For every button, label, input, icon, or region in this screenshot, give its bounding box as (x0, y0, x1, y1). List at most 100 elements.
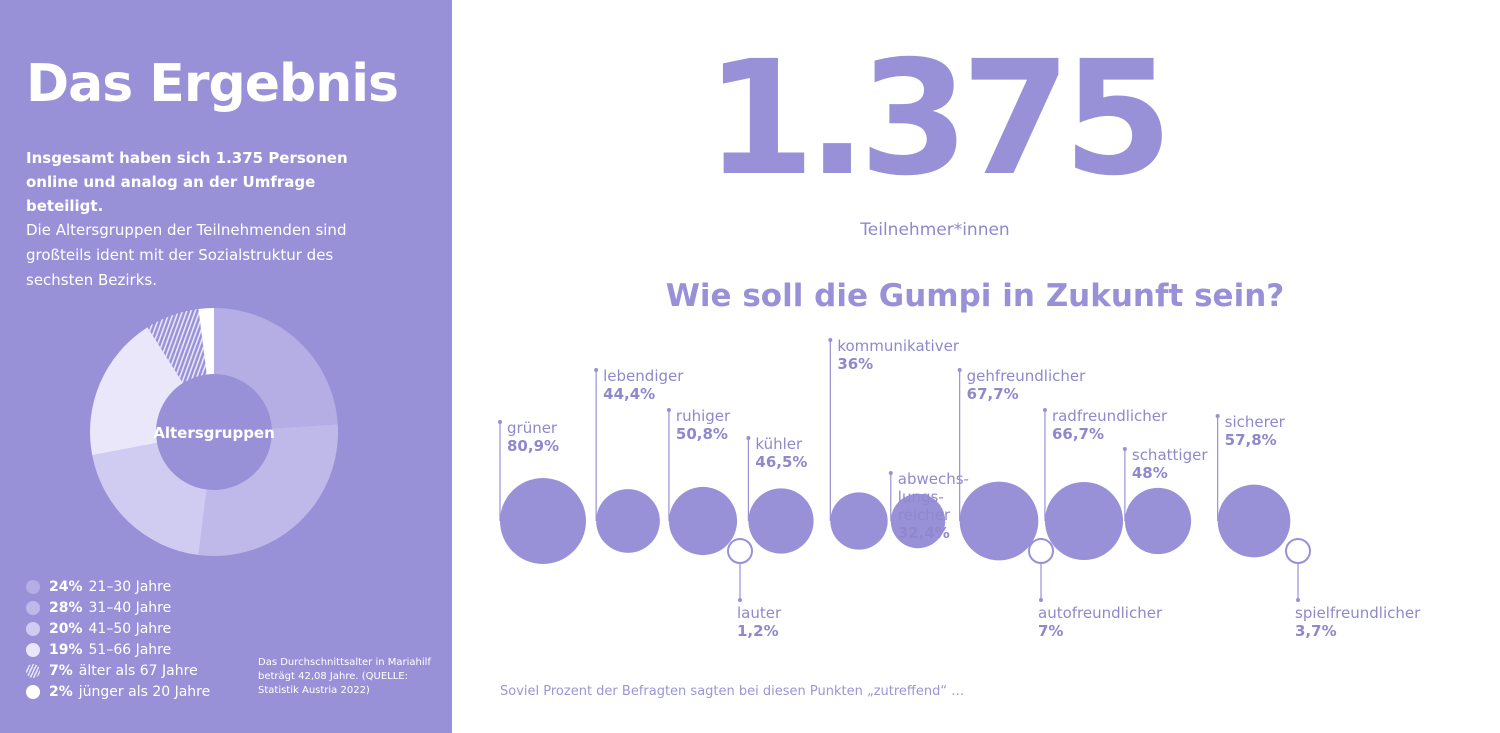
bubble-label: radfreundlicher (1052, 407, 1168, 425)
bubble-value: 67,7% (967, 385, 1019, 403)
bubble-value: 57,8% (1225, 431, 1277, 449)
bubble-label: grüner (507, 419, 558, 437)
bubble-value: 48% (1132, 464, 1168, 482)
participant-count-label: Teilnehmer*innen (860, 220, 1010, 240)
bubble-label: autofreundlicher (1038, 604, 1163, 622)
bubble (748, 488, 814, 554)
bubble-value: 50,8% (676, 425, 728, 443)
stem-dot (1122, 447, 1127, 451)
donut-slice (198, 424, 338, 556)
bubble-outline (1285, 538, 1311, 564)
page-title: Das Ergebnis (26, 54, 399, 114)
stem-dot (888, 471, 893, 475)
stem-dot (1296, 598, 1300, 602)
intro-text: Insgesamt haben sich 1.375 Personen onli… (26, 149, 348, 215)
bubble-chart: grüner80,9%lebendiger44,4%ruhiger50,8%la… (498, 337, 1421, 640)
bubble-label: spielfreundlicher (1295, 604, 1421, 622)
bubble (890, 493, 946, 549)
legend-label: älter als 67 Jahre (78, 662, 198, 679)
legend-label: jünger als 20 Jahre (78, 683, 211, 700)
stem-dot (1042, 408, 1047, 412)
legend-percent: 2% (49, 683, 73, 700)
bubble-value: 44,4% (603, 385, 655, 403)
donut-slice (214, 308, 338, 429)
stem-dot (957, 368, 962, 372)
donut-slice (198, 308, 214, 375)
bubble-label: gehfreundlicher (967, 367, 1086, 385)
bubble (596, 489, 660, 553)
stem-dot (594, 368, 599, 372)
legend-item: 28% 31–40 Jahre (26, 597, 210, 618)
legend-swatch-hatched (26, 663, 40, 678)
bubble (830, 492, 888, 550)
bubble-label: reicher (898, 506, 951, 524)
stem-dot (498, 420, 502, 424)
legend-item: 24% 21–30 Jahre (26, 576, 210, 597)
bubble-label: kühler (755, 435, 803, 453)
bubble-value: 32,4% (898, 524, 950, 542)
bubble-label: kommunikativer (837, 337, 960, 355)
donut-slice (89, 327, 183, 456)
bubble-value: 3,7% (1295, 622, 1337, 640)
legend-label: 21–30 Jahre (88, 578, 172, 595)
donut-slice (147, 308, 207, 384)
bubble-label: lungs- (898, 488, 944, 506)
legend-percent: 19% (49, 641, 83, 658)
donut-slice (92, 442, 207, 556)
legend-label: 51–66 Jahre (88, 641, 172, 658)
bubble (1217, 484, 1291, 558)
left-panel: Das Ergebnis Insgesamt haben sich 1.375 … (0, 0, 452, 733)
footer-note: Soviel Prozent der Befragten sagten bei … (500, 684, 965, 699)
age-group-legend: 24% 21–30 Jahre 28% 31–40 Jahre 20% 41–5… (26, 576, 210, 702)
legend-item: 20% 41–50 Jahre (26, 618, 210, 639)
bubble (959, 481, 1039, 561)
donut-center-label: Altersgruppen (153, 424, 275, 442)
bubble-value: 46,5% (755, 453, 807, 471)
legend-item: 19% 51–66 Jahre (26, 639, 210, 660)
bubble-value: 80,9% (507, 437, 559, 455)
bubble (500, 478, 586, 564)
bubble-label: lebendiger (603, 367, 684, 385)
legend-label: 41–50 Jahre (88, 620, 172, 637)
bubble-label: lauter (737, 604, 782, 622)
stem-dot (746, 436, 751, 440)
bubble-label: abwechs- (898, 470, 969, 488)
bubble-value: 36% (837, 355, 873, 373)
legend-swatch (26, 579, 40, 594)
legend-swatch (26, 684, 40, 699)
legend-swatch (26, 600, 40, 615)
stem-dot (828, 338, 833, 342)
bubble-value: 1,2% (737, 622, 779, 640)
stem-dot (738, 598, 742, 602)
age-group-donut-chart: Altersgruppen (89, 308, 338, 556)
bubble-label: sicherer (1225, 413, 1286, 431)
legend-swatch (26, 642, 40, 657)
bubble-outline (1028, 538, 1054, 564)
legend-label: 31–40 Jahre (88, 599, 172, 616)
stem-dot (1215, 414, 1220, 418)
legend-percent: 28% (49, 599, 83, 616)
legend-percent: 7% (49, 662, 73, 679)
legend-swatch (26, 621, 40, 636)
stem-dot (666, 408, 671, 412)
legend-percent: 24% (49, 578, 83, 595)
bubble-outline (727, 538, 753, 564)
stem-dot (1039, 598, 1043, 602)
legend-item: 7% älter als 67 Jahre (26, 660, 210, 681)
bubble-label: ruhiger (676, 407, 731, 425)
legend-item: 2% jünger als 20 Jahre (26, 681, 210, 702)
bubble-value: 66,7% (1052, 425, 1104, 443)
